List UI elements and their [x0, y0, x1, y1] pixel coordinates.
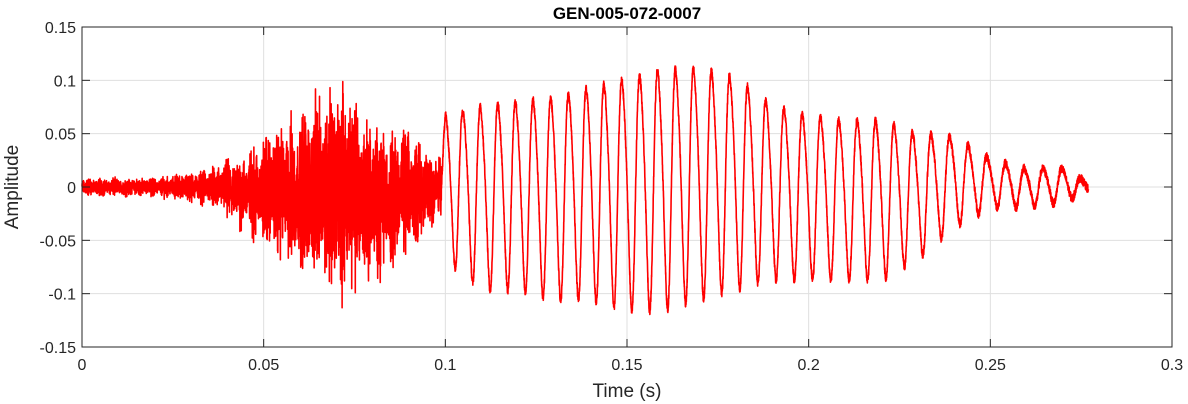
x-tick-label: 0.15 — [611, 357, 642, 374]
x-tick-label: 0 — [78, 357, 87, 374]
x-tick-label: 0.25 — [975, 357, 1006, 374]
y-tick-label: -0.05 — [40, 233, 77, 250]
x-axis-label: Time (s) — [593, 381, 662, 402]
x-tick-labels: 0 0.05 0.1 0.15 0.2 0.25 0.3 — [78, 357, 1184, 374]
chart-title: GEN-005-072-0007 — [553, 4, 701, 23]
x-tick-label: 0.1 — [434, 357, 456, 374]
y-tick-label: 0.15 — [45, 20, 76, 37]
x-tick-label: 0.3 — [1161, 357, 1183, 374]
series-waveform — [81, 65, 1090, 316]
y-tick-label: -0.1 — [48, 287, 76, 304]
y-tick-labels: -0.15 -0.1 -0.05 0 0.05 0.1 0.15 — [40, 20, 77, 357]
y-tick-label: 0.1 — [54, 73, 76, 90]
x-tick-label: 0.05 — [248, 357, 279, 374]
plot-area — [81, 65, 1090, 316]
x-tick-label: 0.2 — [798, 357, 820, 374]
y-axis-label: Amplitude — [2, 145, 23, 230]
y-tick-label: 0 — [67, 180, 76, 197]
y-tick-label: -0.15 — [40, 340, 77, 357]
axis-ticks — [81, 26, 1173, 348]
y-tick-label: 0.05 — [45, 127, 76, 144]
